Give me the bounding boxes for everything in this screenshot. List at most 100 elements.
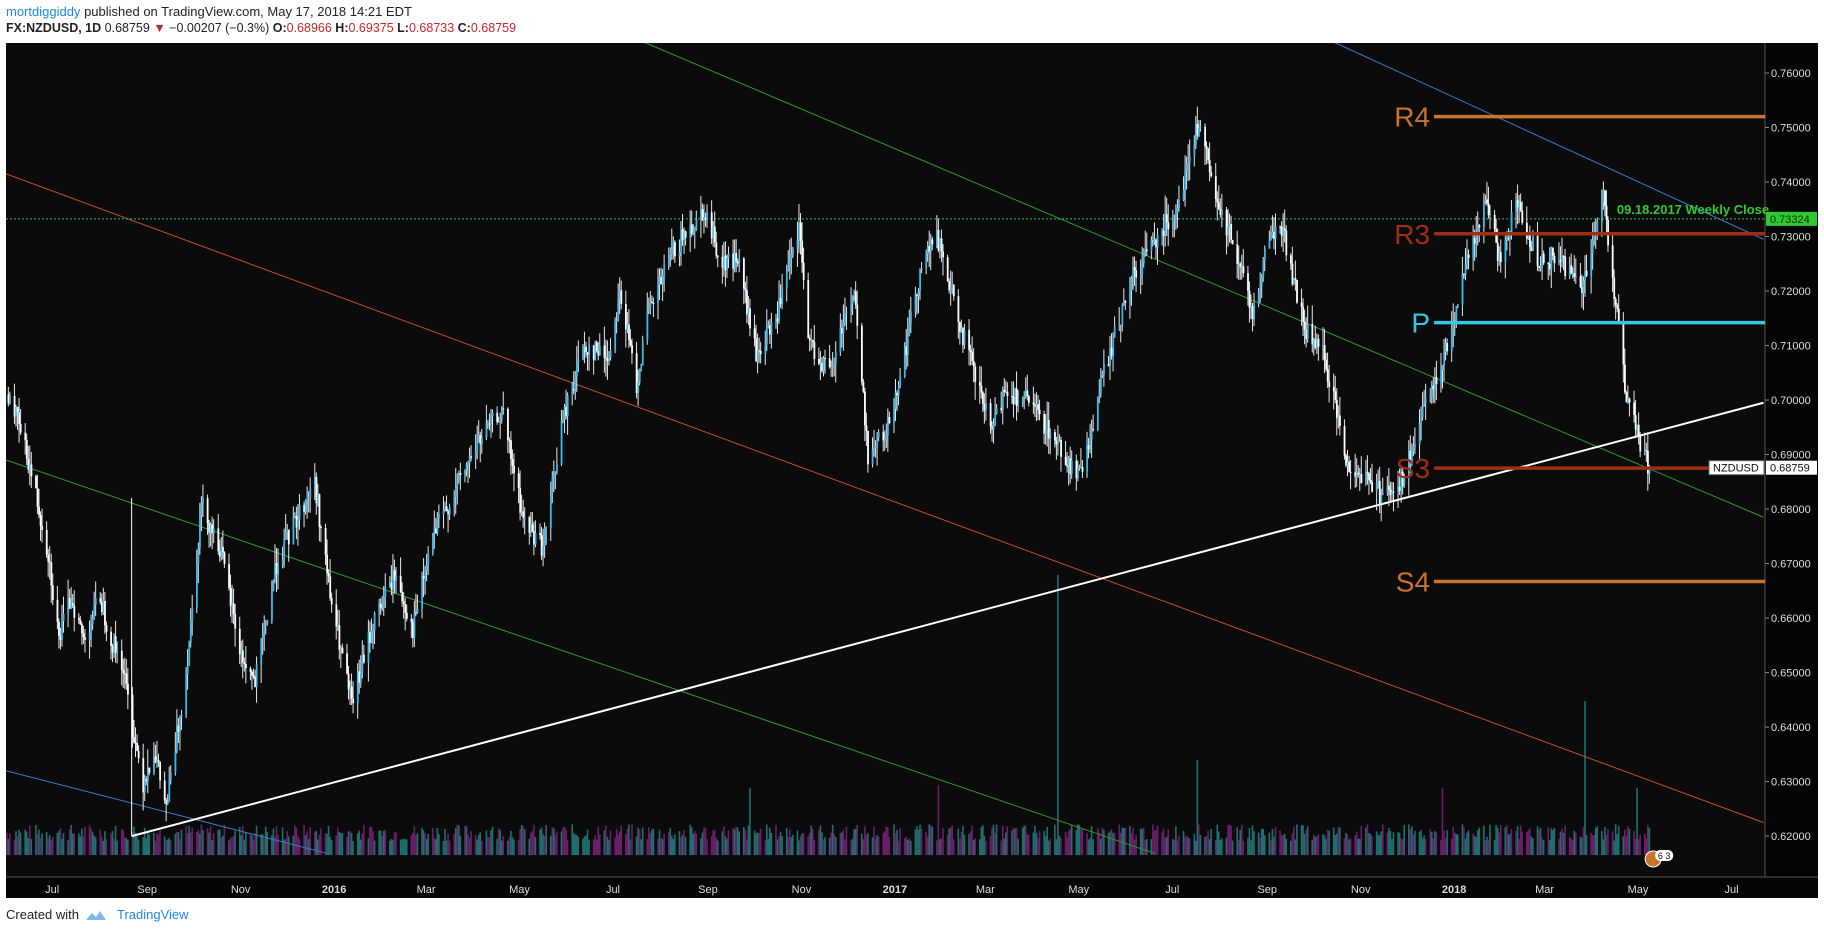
- candle-body: [545, 527, 548, 529]
- candle-body: [413, 612, 416, 638]
- candle-body: [1300, 302, 1303, 307]
- candle-body: [1354, 472, 1357, 477]
- candle-body: [1614, 299, 1617, 305]
- volume-bar: [1392, 832, 1395, 855]
- volume-bar: [363, 824, 365, 855]
- candle-body: [534, 532, 537, 545]
- candle-body: [1311, 323, 1314, 345]
- volume-bar: [1499, 824, 1502, 855]
- candle-body: [1231, 240, 1234, 245]
- candle-body: [1107, 364, 1110, 366]
- candle-body: [574, 376, 577, 390]
- volume-bar: [209, 826, 212, 855]
- candle-body: [218, 551, 221, 557]
- candle-body: [116, 650, 119, 654]
- volume-bar: [102, 840, 105, 855]
- volume-bar: [1455, 833, 1458, 855]
- volume-bar: [338, 831, 341, 855]
- volume-bar: [1078, 825, 1081, 855]
- volume-bar: [931, 826, 934, 855]
- volume-bar: [416, 833, 419, 855]
- volume-bar: [212, 833, 215, 855]
- candle-body: [753, 328, 756, 339]
- volume-bar: [625, 834, 627, 855]
- volume-bar: [1461, 824, 1464, 855]
- candle-body: [1464, 264, 1467, 276]
- candle-body: [1090, 428, 1093, 440]
- candle-body: [1145, 249, 1148, 252]
- volume-bar: [1240, 824, 1243, 855]
- candle-body: [122, 669, 125, 674]
- volume-bar: [180, 829, 183, 855]
- volume-bar: [179, 838, 181, 855]
- volume-bar: [27, 838, 30, 855]
- candle-body: [127, 683, 129, 695]
- volume-bar: [1504, 827, 1507, 855]
- candle-body: [1103, 364, 1105, 375]
- candle-body: [1141, 263, 1144, 275]
- candle-body: [1054, 432, 1056, 441]
- candle-body: [1237, 263, 1240, 265]
- volume-bar: [1611, 831, 1614, 855]
- candle-body: [531, 524, 534, 532]
- volume-bar: [176, 831, 178, 855]
- chart-container[interactable]: 09.18.2017 Weekly Close R4 R3 P S3 S4 0.7600…: [5, 0, 1818, 898]
- volume-bar: [628, 824, 630, 855]
- volume-bar: [1582, 827, 1585, 855]
- candle-body: [384, 586, 387, 598]
- volume-bar: [113, 838, 115, 855]
- volume-bar: [1464, 838, 1467, 855]
- candle-body: [41, 525, 44, 530]
- candle-body: [1014, 388, 1017, 405]
- volume-bar: [985, 840, 987, 855]
- volume-bar: [1424, 838, 1427, 855]
- candle-body: [683, 231, 686, 241]
- candle-body: [1345, 455, 1347, 466]
- candle-body: [661, 276, 664, 285]
- volume-bar: [1412, 834, 1415, 855]
- candle-body: [317, 493, 319, 504]
- candle-body: [1262, 260, 1265, 277]
- candle-body: [980, 385, 983, 393]
- volume-bar: [393, 832, 396, 855]
- candle-body: [166, 801, 169, 805]
- candle-body: [1343, 426, 1346, 456]
- candle-body: [959, 321, 961, 333]
- candle-body: [1332, 386, 1335, 392]
- volume-bar: [649, 833, 652, 855]
- candle-body: [1519, 202, 1522, 211]
- volume-bar: [1509, 834, 1511, 855]
- volume-bar: [154, 840, 157, 855]
- volume-bar: [99, 829, 102, 855]
- candle-body: [324, 528, 327, 555]
- candle-body: [701, 209, 704, 221]
- volume-bar: [58, 830, 60, 855]
- volume-bar: [1034, 825, 1036, 855]
- volume-bar: [18, 829, 20, 855]
- volume-bar: [1282, 834, 1284, 855]
- author-link[interactable]: mortdiggiddy: [6, 4, 81, 19]
- candle-body: [61, 621, 63, 640]
- candle-body: [1240, 266, 1243, 268]
- candle-body: [464, 470, 466, 475]
- candle-body: [1407, 450, 1410, 477]
- volume-bar: [1332, 827, 1335, 855]
- volume-bar: [693, 831, 696, 855]
- candle-body: [1058, 439, 1061, 441]
- candle-body: [1550, 247, 1553, 270]
- volume-bar: [597, 826, 600, 855]
- volume-bar: [1228, 824, 1231, 855]
- candle-body: [350, 686, 353, 699]
- candle-body: [1268, 239, 1271, 249]
- volume-bar: [542, 834, 544, 855]
- tradingview-brand-link[interactable]: TradingView: [116, 907, 189, 922]
- candle-body: [756, 350, 759, 362]
- time-axis[interactable]: [6, 877, 1818, 898]
- candle-body: [329, 576, 332, 599]
- candle-body: [1130, 277, 1133, 291]
- candle-body: [948, 281, 951, 291]
- candle-body: [474, 451, 477, 458]
- candle-body: [1553, 256, 1556, 264]
- candle-body: [1627, 398, 1629, 403]
